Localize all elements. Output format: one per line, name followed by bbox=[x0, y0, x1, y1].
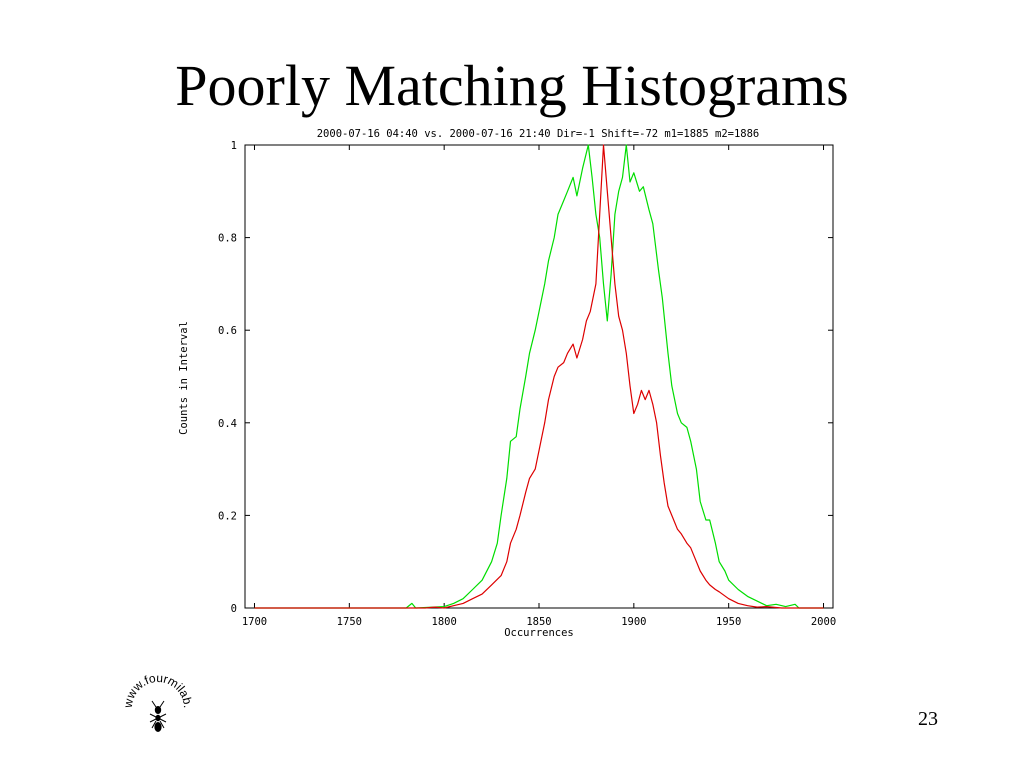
y-axis-label: Counts in Interval bbox=[178, 321, 190, 435]
logo-text: www.fourmilab.ch bbox=[118, 664, 195, 710]
x-axis: 1700 1750 1800 1850 1900 1950 2000 bbox=[242, 145, 836, 628]
x-tick-label: 1850 bbox=[526, 616, 551, 628]
slide-title: Poorly Matching Histograms bbox=[175, 53, 849, 118]
x-tick-label: 1900 bbox=[621, 616, 646, 628]
series-layer bbox=[254, 144, 824, 609]
x-tick-label: 1800 bbox=[432, 616, 457, 628]
x-axis-label: Occurrences bbox=[504, 627, 574, 639]
x-tick-label: 1750 bbox=[337, 616, 362, 628]
y-tick-label: 0.4 bbox=[218, 418, 237, 430]
y-tick-label: 0.8 bbox=[218, 233, 237, 245]
ant-icon bbox=[149, 700, 167, 732]
fourmilab-logo: www.fourmilab.ch bbox=[118, 664, 195, 732]
y-tick-label: 0.6 bbox=[218, 325, 237, 337]
chart-title: 2000-07-16 04:40 vs. 2000-07-16 21:40 Di… bbox=[317, 128, 760, 140]
page-number: 23 bbox=[918, 708, 938, 730]
y-tick-label: 0 bbox=[231, 603, 237, 615]
series-line-green bbox=[254, 144, 824, 609]
series-line-red bbox=[254, 144, 824, 609]
y-axis: 0 0.2 0.4 0.6 0.8 1 bbox=[218, 140, 833, 615]
y-tick-label: 0.2 bbox=[218, 510, 237, 522]
plot-frame bbox=[244, 144, 834, 609]
x-tick-label: 1700 bbox=[242, 616, 267, 628]
y-tick-label: 1 bbox=[231, 140, 237, 152]
x-tick-label: 1950 bbox=[716, 616, 741, 628]
x-tick-label: 2000 bbox=[811, 616, 836, 628]
